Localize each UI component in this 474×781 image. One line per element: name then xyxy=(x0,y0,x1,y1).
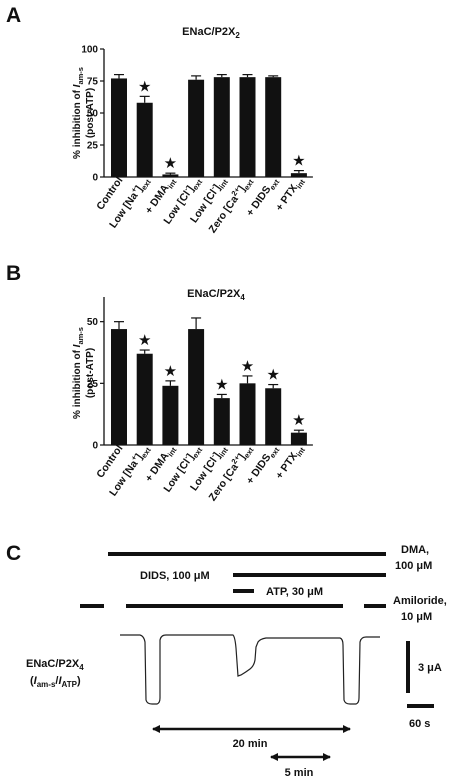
bar xyxy=(136,353,153,445)
significance-star: ★ xyxy=(164,155,177,172)
amiloride-concentration-label: 10 μM xyxy=(401,611,432,623)
panel-letter-b: B xyxy=(6,262,21,285)
bar xyxy=(265,77,282,177)
trace-label-line1: ENaC/P2X4 xyxy=(26,658,84,672)
bar xyxy=(239,77,256,177)
bar xyxy=(213,77,230,177)
y-tick-label: 25 xyxy=(87,379,99,390)
y-tick-label: 50 xyxy=(87,317,99,328)
panel-letter-c: C xyxy=(6,542,21,565)
chart-title-a: ENaC/P2X2 xyxy=(182,26,240,40)
significance-star: ★ xyxy=(292,153,305,170)
svg-text:% inhibition of Iam-s: % inhibition of Iam-s xyxy=(72,67,85,159)
significance-star: ★ xyxy=(266,367,279,384)
y-tick-label: 0 xyxy=(92,173,98,184)
bar xyxy=(111,329,127,445)
chart-title-b: ENaC/P2X4 xyxy=(187,288,245,302)
y-axis-label-b: % inhibition of Iam-s (post-ATP) xyxy=(72,327,96,419)
dma-concentration-label: 100 μM xyxy=(395,560,432,572)
bar xyxy=(290,432,307,445)
interval-short-label: 5 min xyxy=(285,767,314,779)
interval-long-label: 20 min xyxy=(233,738,268,750)
y-tick-label: 50 xyxy=(87,109,99,120)
y-axis-label-a: % inhibition of Iam-s (post-ATP) xyxy=(72,67,96,159)
category-label: + PTXint xyxy=(273,442,307,482)
y-tick-label: 0 xyxy=(92,441,98,452)
bar xyxy=(239,383,256,445)
significance-star: ★ xyxy=(164,363,177,380)
bar xyxy=(213,398,230,445)
panel-letter-a: A xyxy=(6,4,21,27)
current-trace xyxy=(120,634,380,705)
bar xyxy=(265,388,282,445)
significance-star: ★ xyxy=(138,78,151,95)
y-tick-label: 75 xyxy=(87,77,99,88)
bar xyxy=(162,174,179,177)
significance-star: ★ xyxy=(241,358,254,375)
significance-star: ★ xyxy=(215,376,228,393)
bar xyxy=(188,79,205,177)
y-tick-label: 25 xyxy=(87,141,99,152)
atp-label: ATP, 30 μM xyxy=(266,586,323,598)
category-label: + PTXint xyxy=(273,174,307,214)
y-tick-label: 100 xyxy=(81,45,98,56)
svg-text:% inhibition of Iam-s: % inhibition of Iam-s xyxy=(72,327,85,419)
amiloride-label: Amiloride, xyxy=(393,595,447,607)
svg-text:(post-ATP): (post-ATP) xyxy=(85,348,96,398)
trace-label-line2: (Iam-s/IATP) xyxy=(30,675,81,689)
scale-bar-current-label: 3 μA xyxy=(418,662,442,674)
dids-label: DIDS, 100 μM xyxy=(140,570,210,582)
significance-star: ★ xyxy=(138,332,151,349)
bar xyxy=(111,78,127,177)
bar xyxy=(290,173,307,177)
bar xyxy=(188,329,205,445)
bar xyxy=(136,102,153,177)
svg-text:(post-ATP): (post-ATP) xyxy=(85,88,96,138)
bar xyxy=(162,385,179,445)
significance-star: ★ xyxy=(292,412,305,429)
scale-bar-time-label: 60 s xyxy=(409,718,430,730)
protocol-bars xyxy=(80,552,386,608)
dma-label: DMA, xyxy=(401,544,429,556)
